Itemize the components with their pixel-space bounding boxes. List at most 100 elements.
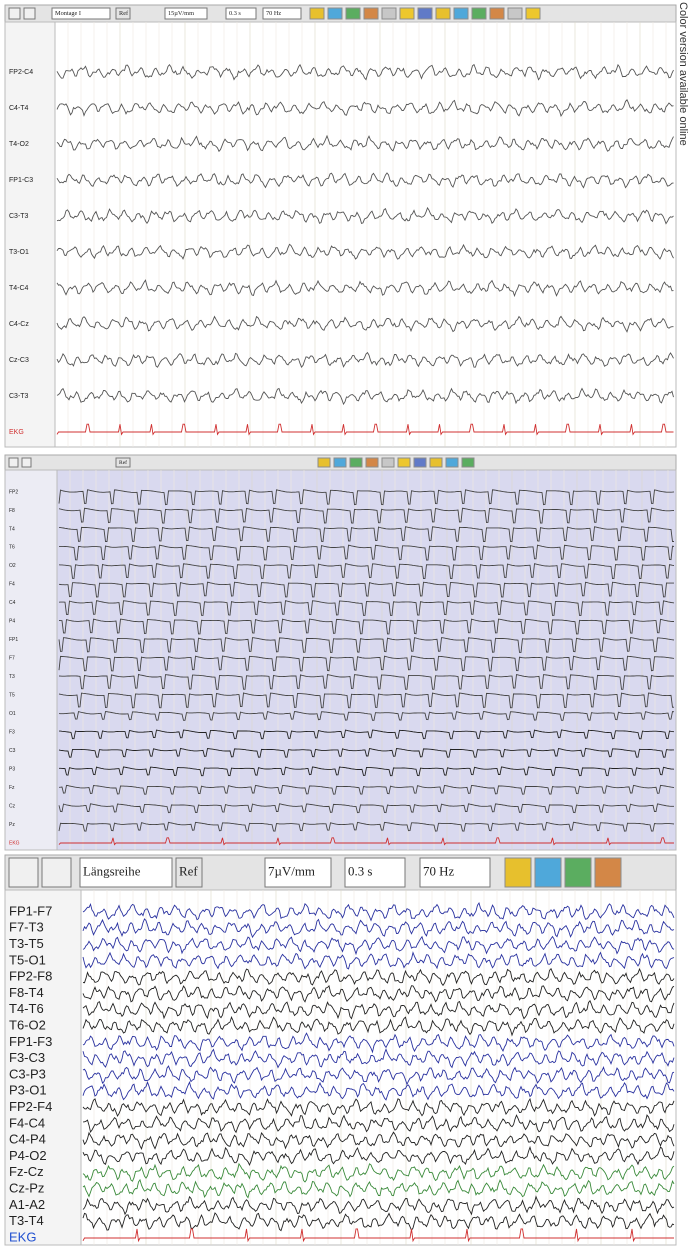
toolbar-field[interactable] bbox=[264, 857, 332, 888]
tool-icon[interactable] bbox=[445, 457, 459, 468]
channel-label: FP1-F7 bbox=[9, 903, 52, 918]
toolbar-field[interactable] bbox=[225, 7, 257, 20]
eeg-trace bbox=[59, 729, 675, 740]
eeg-trace bbox=[56, 99, 674, 117]
channel-label: F4 bbox=[9, 582, 15, 588]
toolbar-field[interactable] bbox=[51, 7, 111, 20]
tool-icon[interactable] bbox=[413, 457, 427, 468]
eeg-trace bbox=[58, 618, 674, 635]
tool-icon[interactable] bbox=[345, 7, 361, 20]
eeg-trace bbox=[56, 279, 674, 298]
tool-button[interactable] bbox=[21, 457, 32, 468]
eeg-trace bbox=[82, 1162, 675, 1183]
tool-icon[interactable] bbox=[504, 857, 532, 888]
channel-label: EKG bbox=[9, 429, 24, 436]
tool-button[interactable] bbox=[8, 457, 19, 468]
channel-label: EKG bbox=[9, 1229, 36, 1244]
tool-icon[interactable] bbox=[327, 7, 343, 20]
eeg-trace bbox=[56, 63, 674, 81]
channel-label: FP2-F4 bbox=[9, 1099, 52, 1114]
eeg-trace bbox=[58, 747, 674, 758]
channel-label: C4-T4 bbox=[9, 105, 29, 112]
trace-area bbox=[54, 21, 677, 448]
channel-label: T3 bbox=[9, 674, 15, 680]
eeg-trace bbox=[82, 1145, 675, 1166]
eeg-trace bbox=[56, 172, 674, 189]
eeg-trace bbox=[82, 1065, 675, 1086]
toolbar-time-constant: 0.3 s bbox=[229, 10, 241, 17]
channel-label: C3-T3 bbox=[9, 213, 29, 220]
toolbar-field[interactable] bbox=[344, 857, 406, 888]
eeg-trace bbox=[82, 1114, 675, 1134]
eeg-trace bbox=[82, 1048, 675, 1069]
tool-button[interactable] bbox=[41, 857, 72, 888]
tool-button[interactable] bbox=[8, 857, 39, 888]
channel-label: C3-T3 bbox=[9, 393, 29, 400]
eeg-trace bbox=[58, 803, 674, 814]
tool-button[interactable] bbox=[8, 7, 21, 20]
tool-icon[interactable] bbox=[435, 7, 451, 20]
eeg-trace bbox=[58, 600, 675, 616]
tool-icon[interactable] bbox=[489, 7, 505, 20]
eeg-trace bbox=[58, 507, 675, 524]
toolbar-time-constant: 0.3 s bbox=[348, 863, 372, 878]
eeg-trace bbox=[58, 710, 675, 721]
eeg-trace bbox=[58, 655, 675, 672]
toolbar-field[interactable] bbox=[262, 7, 302, 20]
tool-button[interactable] bbox=[23, 7, 36, 20]
tool-icon[interactable] bbox=[429, 457, 443, 468]
channel-label: C4 bbox=[9, 600, 16, 606]
caption: Color version available online bbox=[677, 2, 688, 146]
trace-area bbox=[56, 469, 677, 851]
channel-label: T5 bbox=[9, 693, 15, 699]
tool-icon[interactable] bbox=[381, 457, 395, 468]
channel-label: F7-T3 bbox=[9, 920, 44, 935]
channel-label: FP1-F3 bbox=[9, 1034, 52, 1049]
channel-label: P3-O1 bbox=[9, 1083, 47, 1098]
channel-label: T4-O2 bbox=[9, 141, 29, 148]
channel-label: O1 bbox=[9, 711, 16, 717]
channel-label: O2 bbox=[9, 563, 16, 569]
toolbar-field[interactable] bbox=[79, 857, 173, 888]
tool-icon[interactable] bbox=[333, 457, 347, 468]
tool-icon[interactable] bbox=[309, 7, 325, 20]
toolbar-field[interactable] bbox=[115, 457, 131, 468]
tool-icon[interactable] bbox=[417, 7, 433, 20]
tool-icon[interactable] bbox=[453, 7, 469, 20]
channel-label: T4-C4 bbox=[9, 285, 29, 292]
toolbar-field[interactable] bbox=[419, 857, 491, 888]
tool-icon[interactable] bbox=[507, 7, 523, 20]
tool-icon[interactable] bbox=[363, 7, 379, 20]
tool-icon[interactable] bbox=[564, 857, 592, 888]
channel-label: Cz-C3 bbox=[9, 357, 29, 364]
tool-icon[interactable] bbox=[399, 7, 415, 20]
tool-icon[interactable] bbox=[381, 7, 397, 20]
tool-icon[interactable] bbox=[471, 7, 487, 20]
tool-icon[interactable] bbox=[317, 457, 331, 468]
toolbar-field[interactable] bbox=[175, 857, 203, 888]
eeg-panel: Montage I Ref 15µV/mm 0.3 s 70 Hz FP2-C4 C4-T4… bbox=[4, 4, 677, 448]
channel-label: T5-O1 bbox=[9, 952, 46, 967]
tool-icon[interactable] bbox=[534, 857, 562, 888]
tool-icon[interactable] bbox=[365, 457, 379, 468]
eeg-trace bbox=[58, 837, 674, 846]
tool-icon[interactable] bbox=[594, 857, 622, 888]
tool-icon[interactable] bbox=[397, 457, 411, 468]
tool-icon[interactable] bbox=[349, 457, 363, 468]
tool-icon[interactable] bbox=[461, 457, 475, 468]
toolbar-sensitivity: 7µV/mm bbox=[268, 863, 315, 878]
eeg-trace bbox=[82, 999, 675, 1020]
eeg-trace bbox=[59, 766, 675, 777]
tool-icon[interactable] bbox=[525, 7, 541, 20]
channel-label: T3-T4 bbox=[9, 1213, 44, 1228]
channel-label: C4-P4 bbox=[9, 1132, 46, 1147]
toolbar-ref: Ref bbox=[119, 10, 129, 17]
eeg-trace bbox=[56, 423, 674, 436]
eeg-trace bbox=[82, 1228, 674, 1243]
toolbar-field[interactable] bbox=[115, 7, 131, 20]
eeg-trace bbox=[58, 526, 674, 543]
toolbar-field[interactable] bbox=[164, 7, 208, 20]
eeg-trace bbox=[58, 821, 675, 832]
channel-label: FP2-C4 bbox=[9, 69, 33, 76]
